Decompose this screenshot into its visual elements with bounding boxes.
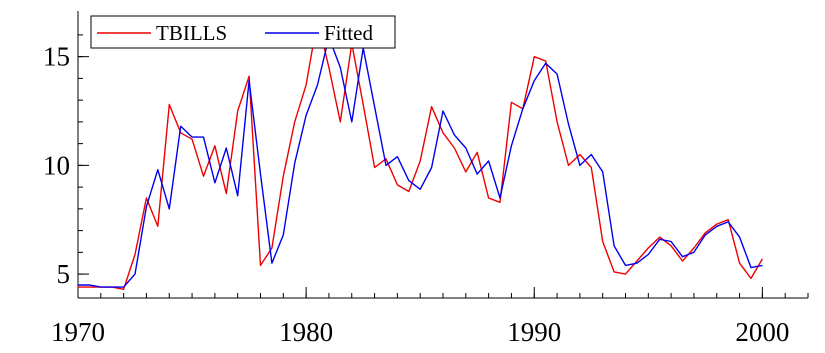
x-tick-label: 1970 (51, 317, 105, 347)
x-tick-label: 2000 (735, 317, 789, 347)
x-tick-label: 1980 (279, 317, 333, 347)
x-tick-label: 1990 (507, 317, 561, 347)
y-tick-label: 5 (57, 259, 71, 289)
legend-label-tbills: TBILLS (156, 21, 227, 45)
series-line-tbills (78, 19, 764, 290)
legend-label-fitted: Fitted (324, 21, 374, 45)
legend-box (90, 15, 396, 49)
series-line-fitted (78, 36, 763, 288)
series-layer (78, 19, 764, 290)
legend: TBILLS Fitted (90, 15, 396, 49)
chart-axes: 5 10 15 1970 1980 1990 2000 (43, 11, 809, 347)
y-tick-label: 15 (43, 42, 70, 72)
y-tick-label: 10 (43, 150, 70, 180)
